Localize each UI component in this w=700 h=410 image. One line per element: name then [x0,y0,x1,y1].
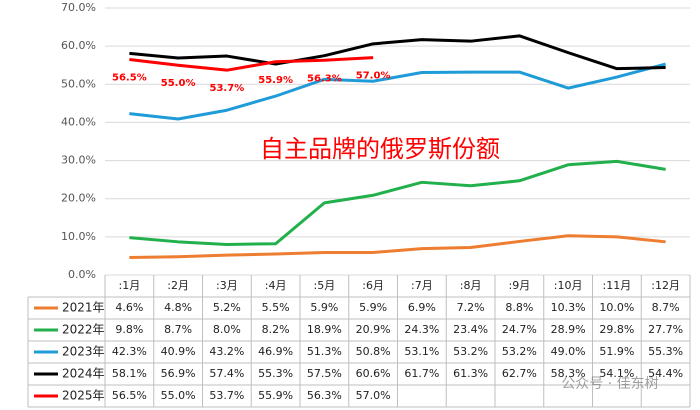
x-tick-label: :9月 [509,279,531,292]
table-cell: 8.8% [505,301,533,314]
table-cell: 5.2% [213,301,241,314]
table-cell: 57.4% [209,367,244,380]
x-tick-label: :11月 [603,279,632,292]
table-cell: 51.9% [599,345,634,358]
table-cell: 56.5% [112,389,147,402]
table-cell: 29.8% [599,323,634,336]
data-label: 57.0% [356,71,391,82]
table-cell: 8.0% [213,323,241,336]
table-cell: 6.9% [408,301,436,314]
watermark: 公众号 · 佳东树 [561,376,658,392]
y-tick-label: 40.0% [61,115,96,128]
y-tick-label: 30.0% [61,154,96,167]
table-cell: 55.0% [161,389,196,402]
table-cell: 9.8% [115,323,143,336]
table-cell: 4.6% [115,301,143,314]
table-cell: 8.7% [164,323,192,336]
table-cell: 42.3% [112,345,147,358]
table-cell: 58.1% [112,367,147,380]
table-cell: 53.2% [502,345,537,358]
y-tick-label: 20.0% [61,192,96,205]
data-label: 55.0% [161,78,196,89]
table-cell: 43.2% [209,345,244,358]
table-cell: 61.3% [453,367,488,380]
table-cell: 56.3% [307,389,342,402]
x-tick-label: :7月 [411,279,433,292]
table-cell: 5.9% [359,301,387,314]
table-cell: 8.2% [262,323,290,336]
series-line [129,159,666,246]
y-tick-label: 10.0% [61,230,96,243]
legend-label: 2022年 [62,323,105,337]
data-label: 53.7% [210,83,245,94]
table-cell: 46.9% [258,345,293,358]
x-tick-label: :3月 [216,279,238,292]
series-line [129,62,667,121]
table-cell: 57.0% [356,389,391,402]
annotation: 自主品牌的俄罗斯份额 [260,135,500,163]
table-cell: 5.9% [310,301,338,314]
x-tick-label: :1月 [119,279,141,292]
table-cell: 50.8% [356,345,391,358]
data-label: 56.3% [307,73,342,84]
legend-label: 2025年 [62,389,105,403]
table-cell: 20.9% [356,323,391,336]
data-label: 55.9% [258,75,293,86]
y-tick-label: 0.0% [68,268,96,281]
table-cell: 55.3% [648,345,683,358]
table-cell: 24.7% [502,323,537,336]
table-cell: 54.4% [648,367,683,380]
table-cell: 49.0% [551,345,586,358]
series-line [129,34,666,71]
table-cell: 55.9% [258,389,293,402]
table-cell: 23.4% [453,323,488,336]
x-tick-label: :10月 [554,279,583,292]
table-cell: 18.9% [307,323,342,336]
table-cell: 62.7% [502,367,537,380]
table-cell: 8.7% [652,301,680,314]
legend-label: 2023年 [62,345,105,359]
x-tick-label: :6月 [362,279,384,292]
table-cell: 10.0% [599,301,634,314]
legend-label: 2021年 [62,301,105,315]
x-tick-label: :12月 [651,279,680,292]
table-cell: 10.3% [551,301,586,314]
x-tick-label: :2月 [167,279,189,292]
table-cell: 54.1% [599,367,634,380]
table-cell: 55.3% [258,367,293,380]
x-tick-label: :4月 [265,279,287,292]
table-cell: 40.9% [161,345,196,358]
table-cell: 53.1% [404,345,439,358]
table-cell: 53.7% [209,389,244,402]
table-cell: 4.8% [164,301,192,314]
table-cell: 7.2% [457,301,485,314]
series-line [129,234,666,259]
series-line [129,56,374,72]
table-cell: 27.7% [648,323,683,336]
x-tick-label: :5月 [314,279,336,292]
table-cell: 28.9% [551,323,586,336]
table-cell: 53.2% [453,345,488,358]
table-cell: 58.3% [551,367,586,380]
table-cell: 24.3% [404,323,439,336]
y-tick-label: 60.0% [61,39,96,52]
table-cell: 51.3% [307,345,342,358]
table-cell: 56.9% [161,367,196,380]
x-tick-label: :8月 [460,279,482,292]
table-cell: 60.6% [356,367,391,380]
table-cell: 57.5% [307,367,342,380]
legend-label: 2024年 [62,367,105,381]
y-tick-label: 70.0% [61,1,96,14]
table-cell: 5.5% [262,301,290,314]
y-tick-label: 50.0% [61,77,96,90]
table-cell: 61.7% [404,367,439,380]
data-label: 56.5% [112,72,147,83]
